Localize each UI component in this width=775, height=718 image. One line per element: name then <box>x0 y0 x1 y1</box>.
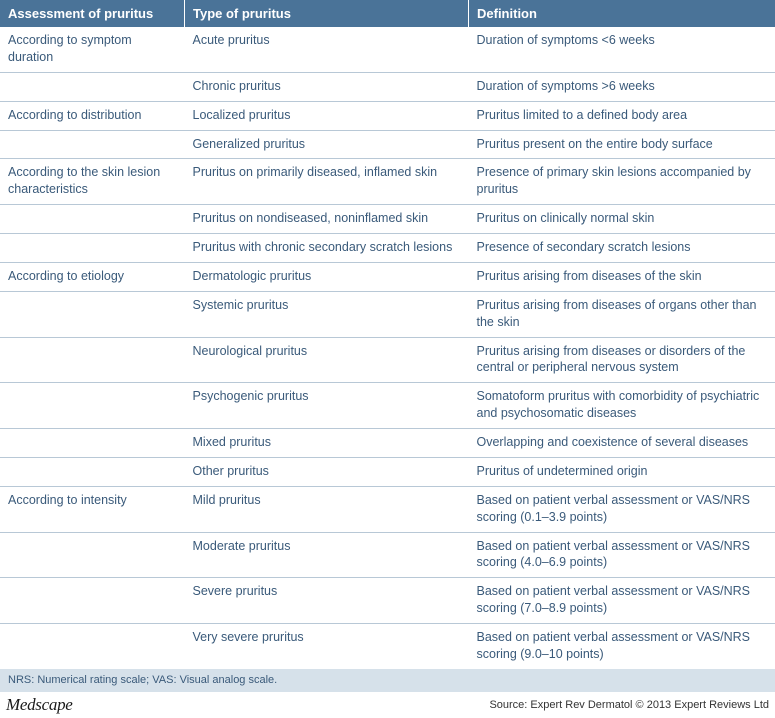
cell-assessment: According to intensity <box>0 486 185 532</box>
cell-assessment: According to distribution <box>0 101 185 130</box>
cell-type: Other pruritus <box>185 457 469 486</box>
cell-definition: Based on patient verbal assessment or VA… <box>469 624 775 669</box>
table-body: According to symptom durationAcute pruri… <box>0 27 775 692</box>
cell-type: Systemic pruritus <box>185 291 469 337</box>
cell-definition: Presence of secondary scratch lesions <box>469 234 775 263</box>
table-row: Systemic pruritusPruritus arising from d… <box>0 291 775 337</box>
cell-definition: Pruritus arising from diseases of organs… <box>469 291 775 337</box>
table-row: Pruritus with chronic secondary scratch … <box>0 234 775 263</box>
cell-definition: Somatoform pruritus with comorbidity of … <box>469 383 775 429</box>
cell-definition: Pruritus arising from diseases or disord… <box>469 337 775 383</box>
table-row: Very severe pruritusBased on patient ver… <box>0 624 775 669</box>
cell-assessment <box>0 205 185 234</box>
cell-definition: Pruritus arising from diseases of the sk… <box>469 262 775 291</box>
cell-type: Chronic pruritus <box>185 72 469 101</box>
cell-type: Dermatologic pruritus <box>185 262 469 291</box>
table-row: Generalized pruritusPruritus present on … <box>0 130 775 159</box>
footer-bar: Medscape Source: Expert Rev Dermatol © 2… <box>0 692 775 718</box>
cell-definition: Overlapping and coexistence of several d… <box>469 429 775 458</box>
cell-assessment <box>0 337 185 383</box>
cell-type: Neurological pruritus <box>185 337 469 383</box>
source-text: Source: Expert Rev Dermatol © 2013 Exper… <box>489 699 769 711</box>
cell-type: Pruritus on primarily diseased, inflamed… <box>185 159 469 205</box>
cell-assessment: According to the skin lesion characteris… <box>0 159 185 205</box>
cell-definition: Based on patient verbal assessment or VA… <box>469 486 775 532</box>
cell-type: Mild pruritus <box>185 486 469 532</box>
footnote-row: NRS: Numerical rating scale; VAS: Visual… <box>0 669 775 692</box>
col-definition-header: Definition <box>469 0 775 27</box>
footnote-text: NRS: Numerical rating scale; VAS: Visual… <box>0 669 775 692</box>
table-row: Chronic pruritusDuration of symptoms >6 … <box>0 72 775 101</box>
cell-definition: Pruritus of undetermined origin <box>469 457 775 486</box>
cell-type: Very severe pruritus <box>185 624 469 669</box>
cell-assessment <box>0 429 185 458</box>
cell-assessment: According to symptom duration <box>0 27 185 72</box>
cell-assessment <box>0 383 185 429</box>
table-container: Assessment of pruritus Type of pruritus … <box>0 0 775 718</box>
cell-type: Moderate pruritus <box>185 532 469 578</box>
col-type-header: Type of pruritus <box>185 0 469 27</box>
cell-type: Acute pruritus <box>185 27 469 72</box>
cell-definition: Pruritus present on the entire body surf… <box>469 130 775 159</box>
cell-definition: Presence of primary skin lesions accompa… <box>469 159 775 205</box>
cell-type: Pruritus with chronic secondary scratch … <box>185 234 469 263</box>
col-assessment-header: Assessment of pruritus <box>0 0 185 27</box>
cell-type: Pruritus on nondiseased, noninflamed ski… <box>185 205 469 234</box>
table-row: Mixed pruritusOverlapping and coexistenc… <box>0 429 775 458</box>
cell-assessment <box>0 624 185 669</box>
cell-assessment: According to etiology <box>0 262 185 291</box>
table-row: According to distributionLocalized pruri… <box>0 101 775 130</box>
cell-definition: Pruritus limited to a defined body area <box>469 101 775 130</box>
table-row: Moderate pruritusBased on patient verbal… <box>0 532 775 578</box>
table-row: According to intensityMild pruritusBased… <box>0 486 775 532</box>
table-row: Other pruritusPruritus of undetermined o… <box>0 457 775 486</box>
cell-definition: Duration of symptoms <6 weeks <box>469 27 775 72</box>
cell-assessment <box>0 291 185 337</box>
table-row: According to etiologyDermatologic prurit… <box>0 262 775 291</box>
table-row: Neurological pruritusPruritus arising fr… <box>0 337 775 383</box>
cell-assessment <box>0 457 185 486</box>
cell-definition: Based on patient verbal assessment or VA… <box>469 578 775 624</box>
table-row: Pruritus on nondiseased, noninflamed ski… <box>0 205 775 234</box>
pruritus-table: Assessment of pruritus Type of pruritus … <box>0 0 775 692</box>
cell-assessment <box>0 234 185 263</box>
cell-type: Psychogenic pruritus <box>185 383 469 429</box>
table-row: Severe pruritusBased on patient verbal a… <box>0 578 775 624</box>
cell-assessment <box>0 532 185 578</box>
brand-logo: Medscape <box>6 695 73 715</box>
cell-type: Severe pruritus <box>185 578 469 624</box>
cell-type: Localized pruritus <box>185 101 469 130</box>
header-row: Assessment of pruritus Type of pruritus … <box>0 0 775 27</box>
cell-assessment <box>0 130 185 159</box>
cell-type: Mixed pruritus <box>185 429 469 458</box>
table-row: According to symptom durationAcute pruri… <box>0 27 775 72</box>
cell-definition: Duration of symptoms >6 weeks <box>469 72 775 101</box>
cell-type: Generalized pruritus <box>185 130 469 159</box>
cell-definition: Based on patient verbal assessment or VA… <box>469 532 775 578</box>
table-row: According to the skin lesion characteris… <box>0 159 775 205</box>
cell-assessment <box>0 72 185 101</box>
cell-assessment <box>0 578 185 624</box>
table-row: Psychogenic pruritusSomatoform pruritus … <box>0 383 775 429</box>
cell-definition: Pruritus on clinically normal skin <box>469 205 775 234</box>
